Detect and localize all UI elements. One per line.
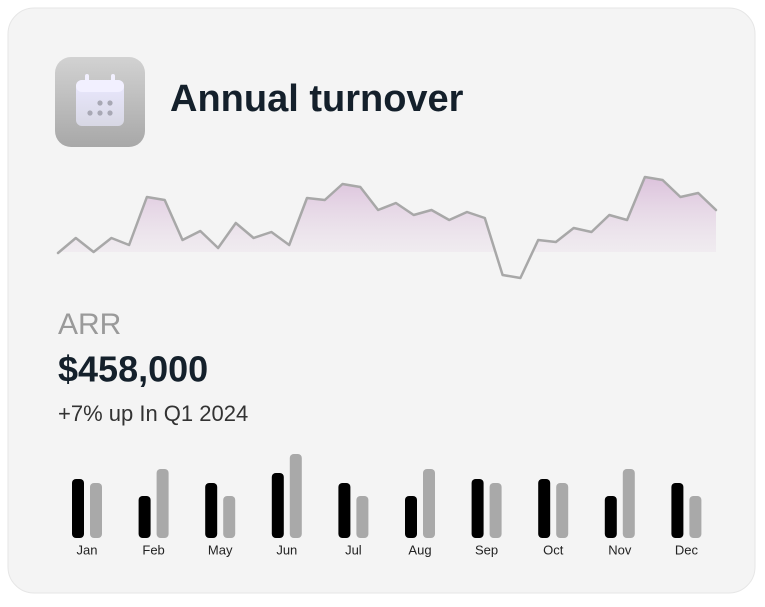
bar — [604, 496, 617, 538]
sparkline-area-group — [59, 177, 716, 252]
bar — [471, 479, 484, 538]
bar — [538, 479, 551, 538]
metric-label: ARR — [58, 308, 121, 341]
bar — [205, 483, 218, 538]
bar — [289, 454, 302, 538]
x-tick-label: Dec — [675, 542, 699, 557]
bar — [671, 483, 684, 538]
bar — [423, 469, 435, 538]
x-tick-label: Sep — [475, 542, 498, 557]
bar — [622, 469, 635, 538]
bar — [556, 483, 569, 538]
x-tick-label: Oct — [543, 542, 564, 557]
x-tick-label: Feb — [142, 542, 164, 557]
bar — [138, 496, 151, 538]
x-tick-label: Jan — [77, 542, 98, 557]
card — [7, 7, 756, 594]
bar — [156, 469, 169, 538]
metric-value: $458,000 — [58, 349, 208, 390]
bar — [90, 483, 102, 538]
x-tick-label: May — [208, 542, 233, 557]
x-tick-label: Nov — [608, 542, 632, 557]
app-icon — [55, 57, 145, 147]
bar — [271, 473, 284, 538]
x-tick-label: Jul — [345, 542, 362, 557]
sparkline-area — [59, 177, 716, 252]
bar — [689, 496, 702, 538]
bar — [356, 496, 369, 538]
bar — [338, 483, 351, 538]
bar — [405, 496, 417, 538]
metric-change: +7% up In Q1 2024 — [58, 401, 248, 426]
x-tick-label: Aug — [408, 542, 431, 557]
bar — [489, 483, 502, 538]
bar — [223, 496, 236, 538]
title: Annual turnover — [170, 78, 464, 120]
sparkline — [56, 175, 718, 280]
x-tick-label: Jun — [276, 542, 297, 557]
bar — [72, 479, 84, 538]
